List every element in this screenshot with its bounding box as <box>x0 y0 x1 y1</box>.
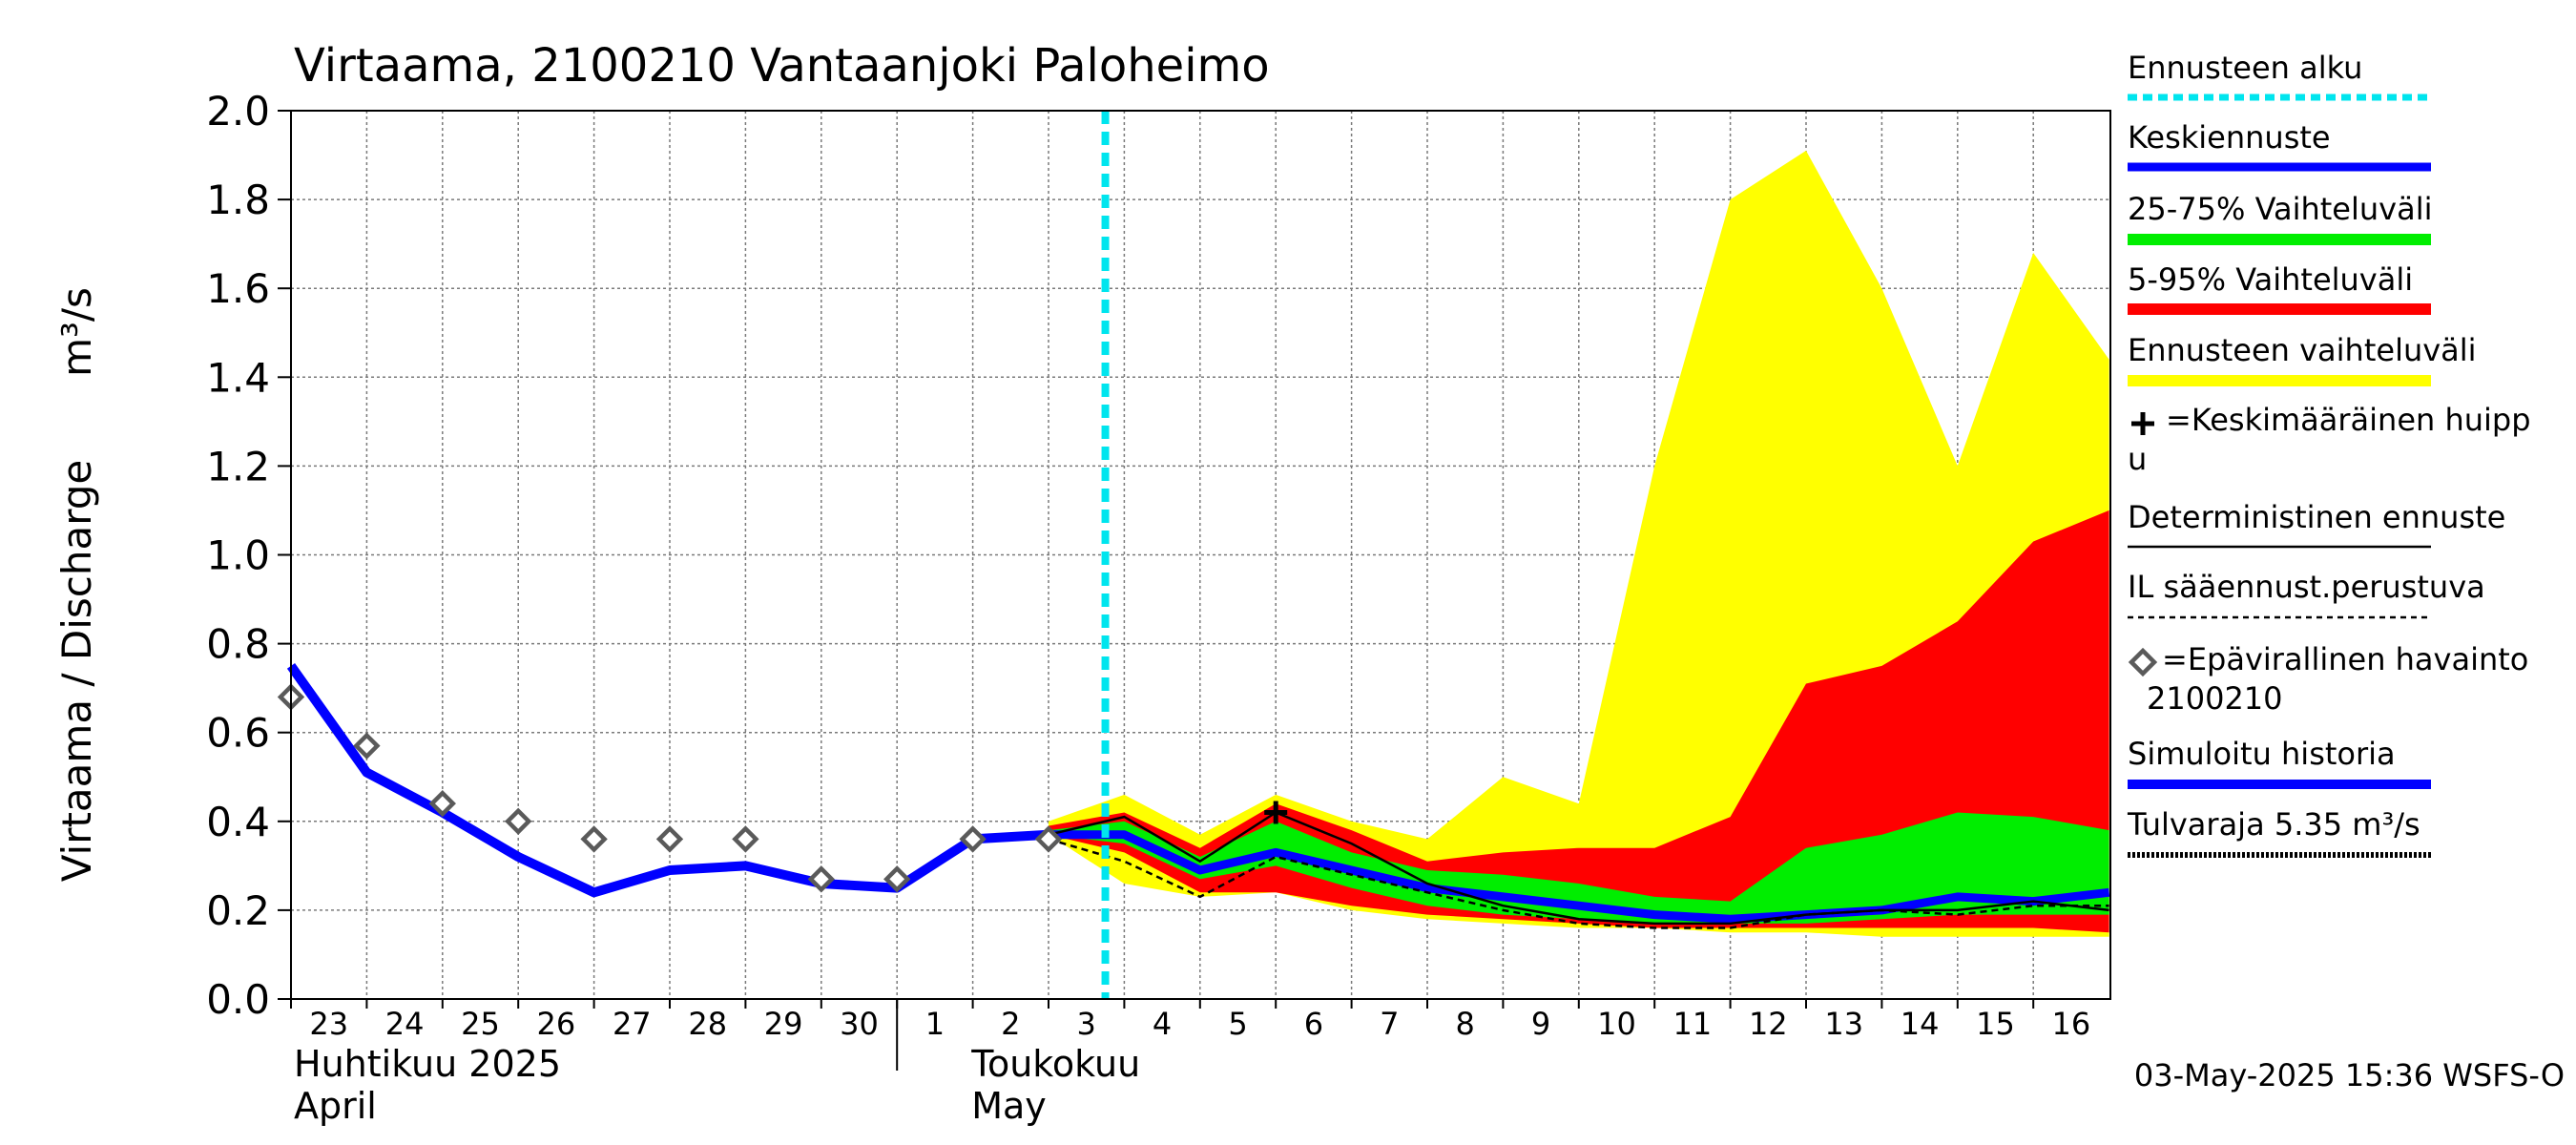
x-tick-label: 23 <box>309 1006 348 1042</box>
forecast-bands <box>1048 150 2110 937</box>
legend-item-forecast-start: Ennusteen alku <box>2128 50 2431 101</box>
legend-item-band-25-75: 25-75% Vaihteluväli <box>2128 191 2432 245</box>
legend-label: =Keskimääräinen huipp <box>2166 402 2531 438</box>
y-tick-label: 0.2 <box>206 887 270 934</box>
x-tick-label: 9 <box>1531 1006 1550 1042</box>
x-tick-label: 2 <box>1001 1006 1020 1042</box>
x-tick-label: 14 <box>1901 1006 1940 1042</box>
x-tick-label: 30 <box>840 1006 879 1042</box>
x-tick-label: 26 <box>537 1006 576 1042</box>
y-tick-label: 1.4 <box>206 354 270 401</box>
y-tick-label: 0.6 <box>206 710 270 757</box>
observation-point <box>807 865 835 893</box>
band-25-75-area <box>1049 812 2109 924</box>
legend-label: 5-95% Vaihteluväli <box>2128 261 2413 298</box>
x-tick-label: 4 <box>1153 1006 1172 1042</box>
legend-label: Keskiennuste <box>2128 119 2331 156</box>
y-tick-label: 0.8 <box>206 621 270 668</box>
y-tick-label: 1.8 <box>206 177 270 223</box>
x-tick-label: 3 <box>1077 1006 1096 1042</box>
x-tick-label: 16 <box>2052 1006 2091 1042</box>
x-tick-label: 6 <box>1304 1006 1323 1042</box>
chart-title: Virtaama, 2100210 Vantaanjoki Paloheimo <box>294 39 1270 93</box>
legend-label: =Epävirallinen havainto <box>2162 641 2528 677</box>
month-label-en: April <box>294 1085 377 1127</box>
legend-label: Deterministinen ennuste <box>2128 499 2505 535</box>
observation-point <box>959 825 987 853</box>
observations <box>277 683 1063 893</box>
x-tick-label: 24 <box>385 1006 425 1042</box>
timestamp: 03-May-2025 15:36 WSFS-O <box>2134 1057 2565 1093</box>
x-tick-label: 25 <box>461 1006 500 1042</box>
x-tick-label: 7 <box>1380 1006 1399 1042</box>
legend-item-mean-peak: =Keskimääräinen huipp u <box>2128 402 2531 477</box>
simulated-history-line <box>286 663 1049 898</box>
y-tick-label: 1.6 <box>206 265 270 312</box>
y-tick-label: 1.0 <box>206 532 270 579</box>
median-forecast-line <box>1049 830 2110 924</box>
legend-item-flood-limit: Tulvaraja 5.35 m³/s <box>2127 806 2431 858</box>
mean-peak-marker <box>1264 801 1288 824</box>
legend-item-il-forecast: IL sääennust.perustuva <box>2128 569 2485 619</box>
observation-point <box>732 825 759 853</box>
observation-point <box>655 825 684 853</box>
observation-point <box>580 825 608 853</box>
x-tick-label: 27 <box>613 1006 652 1042</box>
legend-item-ensemble: Ennusteen vaihteluväli <box>2128 332 2477 386</box>
legend-label: Ennusteen alku <box>2128 50 2362 86</box>
observation-point <box>353 732 381 760</box>
legend-item-band-5-95: 5-95% Vaihteluväli <box>2128 261 2431 315</box>
x-tick-label: 10 <box>1597 1006 1636 1042</box>
y-tick-label: 2.0 <box>206 88 270 135</box>
x-tick-label: 8 <box>1456 1006 1475 1042</box>
x-tick-label: 11 <box>1673 1006 1713 1042</box>
legend-label-line2: u <box>2128 441 2147 477</box>
y-tick-label: 0.0 <box>206 976 270 1023</box>
x-tick-label: 12 <box>1749 1006 1788 1042</box>
legend-item-median: Keskiennuste <box>2128 119 2431 172</box>
x-tick-label: 1 <box>925 1006 945 1042</box>
legend-label: IL sääennust.perustuva <box>2128 569 2485 605</box>
observation-point <box>505 807 532 835</box>
legend-label: 25-75% Vaihteluväli <box>2128 191 2432 227</box>
y-tick-label: 0.4 <box>206 799 270 845</box>
y-axis-label: Virtaama / Discharge <box>53 460 100 883</box>
month-label-en: May <box>971 1085 1047 1127</box>
legend-label: Tulvaraja 5.35 m³/s <box>2127 806 2420 843</box>
x-tick-label: 29 <box>764 1006 803 1042</box>
observation-point <box>1034 825 1063 853</box>
y-tick-label: 1.2 <box>206 443 270 489</box>
legend-label: Ennusteen vaihteluväli <box>2128 332 2477 368</box>
legend-item-deterministic: Deterministinen ennuste <box>2128 499 2505 549</box>
legend-label: Simuloitu historia <box>2128 736 2396 772</box>
month-label-fi: Huhtikuu 2025 <box>294 1043 561 1085</box>
x-tick-label: 5 <box>1228 1006 1247 1042</box>
observation-point <box>883 865 911 893</box>
legend-item-simulated: Simuloitu historia <box>2128 736 2431 789</box>
legend: Ennusteen alku Keskiennuste 25-75% Vaihtel… <box>2127 50 2531 858</box>
observation-point <box>428 789 456 818</box>
deterministic-forecast-line <box>1048 811 2109 926</box>
x-tick-label: 15 <box>1976 1006 2015 1042</box>
legend-label-line2: 2100210 <box>2147 680 2283 717</box>
y-axis-unit: m³/s <box>53 287 100 377</box>
plot-area: 0.00.20.40.60.81.01.21.41.61.82.023 24 25 2… <box>206 88 2111 1127</box>
month-label-fi: Toukokuu <box>970 1043 1140 1085</box>
x-tick-label: 28 <box>688 1006 727 1042</box>
x-tick-label: 13 <box>1824 1006 1863 1042</box>
